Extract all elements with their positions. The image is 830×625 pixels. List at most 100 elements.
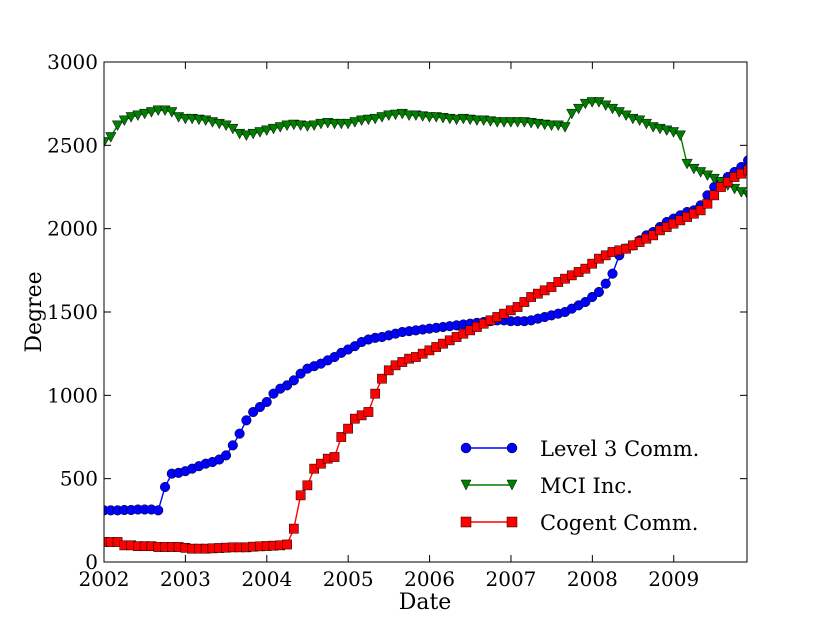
point-2-28 (288, 523, 299, 534)
point-1-7 (145, 107, 158, 118)
x-tick-label-2009: 2009 (648, 567, 699, 591)
point-1-95 (742, 190, 747, 200)
point-1-5 (132, 110, 144, 122)
point-1-68 (559, 122, 571, 133)
y-tick-label-0: 0 (85, 550, 98, 574)
point-1-26 (274, 122, 286, 133)
point-2-98 (764, 159, 773, 168)
point-0-74 (600, 278, 611, 289)
point-0-21 (241, 415, 252, 426)
point-1-96 (750, 194, 760, 204)
point-0-102 (791, 124, 801, 134)
point-2-62 (519, 297, 530, 307)
point-0-99 (770, 137, 780, 147)
y-tick-label-2500: 2500 (47, 133, 98, 157)
point-1-6 (139, 108, 151, 120)
point-0-72 (587, 291, 598, 303)
point-1-2 (111, 120, 124, 132)
point-1-21 (240, 130, 252, 142)
point-1-32 (315, 118, 327, 130)
point-0-23 (254, 401, 265, 413)
point-2-30 (302, 480, 313, 491)
point-2-95 (743, 165, 747, 176)
point-1-0 (104, 137, 110, 148)
point-1-40 (369, 113, 381, 125)
point-1-1 (105, 132, 117, 143)
point-1-99 (770, 204, 780, 214)
point-2-96 (750, 162, 759, 171)
point-2-40 (370, 388, 381, 399)
point-1-42 (383, 110, 395, 122)
legend-entry-cogent: Cogent Comm. (460, 511, 698, 535)
legend-marker-level3 (460, 442, 472, 454)
point-1-39 (362, 114, 375, 126)
y-axis-label: Degree (22, 271, 47, 352)
point-2-90 (709, 190, 720, 201)
point-2-71 (580, 263, 591, 274)
x-tick-label-2008: 2008 (567, 567, 618, 591)
point-2-102 (791, 142, 800, 151)
point-0-100 (777, 132, 787, 142)
x-tick-label-2003: 2003 (160, 567, 211, 591)
point-0-97 (757, 146, 767, 156)
point-2-27 (282, 539, 292, 550)
point-0-29 (295, 368, 306, 379)
point-1-104 (804, 218, 814, 228)
point-2-34 (329, 452, 340, 462)
point-2-103 (798, 137, 807, 146)
point-2-99 (771, 157, 780, 166)
legend-marker-cogent-end (506, 516, 518, 528)
point-2-66 (546, 282, 557, 292)
y-tick-label-2000: 2000 (47, 217, 98, 241)
y-tick-label-1000: 1000 (47, 383, 98, 407)
legend-label-level3: Level 3 Comm. (540, 437, 699, 461)
y-tick-label-500: 500 (60, 467, 98, 491)
ticks-layer: 2002 2003 2004 2005 2006 2007 2008 2009 0 500 1000… (47, 50, 747, 591)
point-0-73 (593, 286, 604, 298)
point-2-61 (512, 302, 523, 312)
point-1-27 (281, 120, 293, 132)
point-2-101 (784, 147, 793, 156)
point-0-98 (764, 141, 774, 151)
point-1-102 (790, 211, 800, 221)
point-2-88 (695, 205, 706, 216)
point-1-25 (267, 123, 280, 135)
point-2-92 (722, 177, 733, 187)
point-2-81 (648, 230, 659, 241)
point-1-71 (579, 98, 591, 110)
point-2-100 (777, 152, 786, 161)
series-layer (104, 97, 814, 554)
point-1-52 (450, 114, 463, 126)
point-0-24 (261, 396, 272, 408)
point-2-42 (383, 365, 394, 376)
x-tick-label-2002: 2002 (79, 567, 130, 591)
point-1-36 (342, 118, 354, 130)
point-2-31 (309, 463, 320, 474)
legend-label-cogent: Cogent Comm. (540, 511, 698, 535)
point-1-41 (376, 112, 388, 123)
series-2 (104, 134, 814, 554)
point-1-103 (797, 214, 807, 224)
point-0-71 (580, 296, 591, 308)
point-0-18 (220, 450, 232, 461)
point-1-38 (356, 115, 368, 127)
point-2-35 (336, 432, 347, 442)
point-1-70 (572, 103, 585, 115)
point-0-25 (268, 388, 279, 399)
point-1-101 (784, 209, 794, 219)
legend-marker-level3-end (506, 442, 518, 454)
point-1-97 (756, 198, 766, 208)
point-2-104 (805, 134, 814, 143)
point-1-69 (566, 108, 578, 120)
point-0-9 (159, 481, 171, 493)
point-2-89 (702, 198, 713, 209)
point-1-31 (308, 120, 320, 132)
point-2-29 (295, 490, 306, 501)
point-0-27 (282, 380, 293, 391)
point-0-104 (804, 117, 814, 127)
point-2-39 (363, 407, 374, 417)
point-2-91 (716, 182, 726, 192)
point-0-95 (743, 155, 747, 166)
x-tick-label-2006: 2006 (404, 567, 455, 591)
